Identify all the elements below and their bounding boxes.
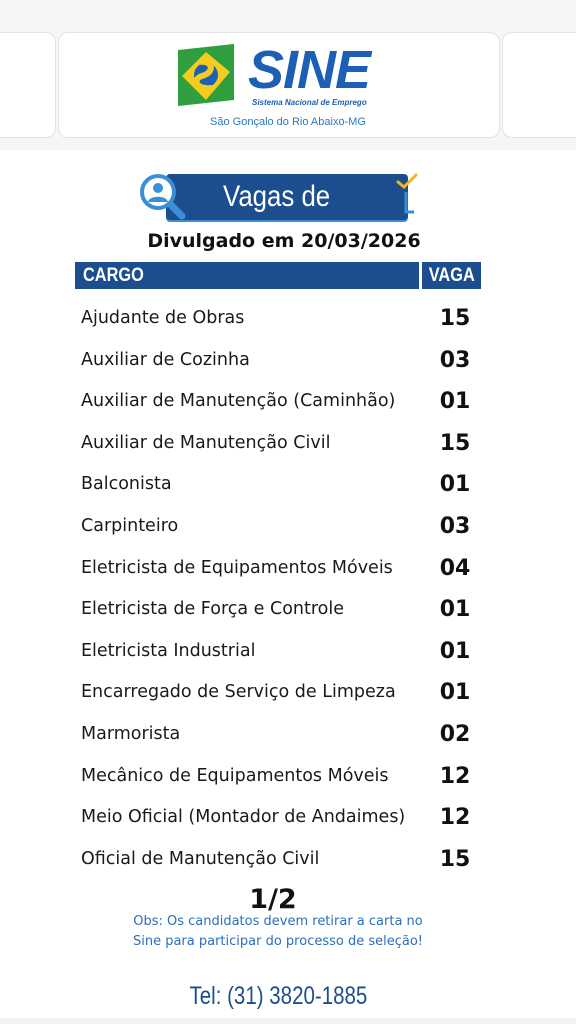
job-title: Ajudante de Obras — [81, 308, 245, 328]
observation-line-1: Obs: Os candidatos devem retirar a carta… — [133, 914, 423, 929]
bottom-divider — [0, 1018, 576, 1024]
job-openings: 15 — [439, 306, 471, 331]
column-header-vaga: VAGA — [422, 262, 481, 289]
job-openings: 01 — [439, 597, 471, 623]
job-title: Eletricista de Força e Controle — [81, 599, 345, 620]
table-row: Oficial de Manutenção Civil 15 — [0, 841, 576, 883]
carousel-card-current[interactable] — [58, 32, 500, 138]
table-row: Eletricista de Equipamentos Móveis 04 — [0, 550, 576, 592]
banner-title: Vagas de trabalho — [223, 180, 331, 255]
page-indicator: 1/2 — [249, 884, 297, 915]
published-date: Divulgado em 20/03/2026 — [147, 230, 421, 252]
table-row: Ajudante de Obras 15 — [0, 300, 576, 342]
table-row: Meio Oficial (Montador de Andaimes) 12 — [0, 799, 576, 841]
job-title: Auxiliar de Manutenção Civil — [81, 432, 331, 453]
job-title: Carpinteiro — [81, 515, 179, 536]
jobs-banner — [166, 174, 408, 220]
table-row: Encarregado de Serviço de Limpeza 01 — [0, 674, 576, 716]
job-title: Marmorista — [81, 723, 181, 744]
logo-subtitle: Sistema Nacional de Emprego — [252, 98, 367, 107]
job-openings: 03 — [439, 347, 471, 373]
job-openings: 12 — [439, 805, 471, 831]
job-openings: 01 — [439, 389, 471, 415]
job-title: Encarregado de Serviço de Limpeza — [81, 682, 396, 703]
brazil-flag-logo-icon — [178, 44, 234, 106]
contact-phone[interactable]: Tel: (31) 3820-1885 — [189, 982, 367, 1010]
table-row: Eletricista de Força e Controle 01 — [0, 591, 576, 633]
job-openings: 01 — [439, 680, 471, 706]
job-title: Oficial de Manutenção Civil — [81, 848, 320, 869]
job-openings: 01 — [439, 638, 471, 664]
carousel-card-previous[interactable] — [0, 32, 56, 138]
checkmark-icon — [396, 173, 418, 190]
job-title: Eletricista Industrial — [81, 640, 256, 661]
job-openings: 12 — [439, 763, 471, 789]
job-title: Auxiliar de Cozinha — [81, 349, 250, 370]
carousel-card-next[interactable] — [502, 32, 576, 138]
job-title: Meio Oficial (Montador de Andaimes) — [81, 807, 406, 828]
observation-note: Obs: Os candidatos devem retirar a carta… — [100, 912, 456, 952]
table-row: Carpinteiro 03 — [0, 508, 576, 550]
job-title: Mecânico de Equipamentos Móveis — [81, 765, 389, 786]
job-openings: 03 — [439, 513, 471, 539]
table-row: Mecânico de Equipamentos Móveis 12 — [0, 758, 576, 800]
jobs-table: Ajudante de Obras 15 Auxiliar de Cozinha 0… — [0, 300, 576, 882]
table-row: Balconista 01 — [0, 466, 576, 508]
logo-city: São Gonçalo do Rio Abaixo-MG — [210, 116, 366, 128]
column-header-cargo: CARGO — [75, 262, 419, 289]
job-title: Eletricista de Equipamentos Móveis — [81, 557, 393, 578]
table-row: Eletricista Industrial 01 — [0, 633, 576, 675]
job-openings: 15 — [439, 430, 471, 456]
job-openings: 15 — [439, 846, 471, 872]
logo-wordmark: SINE — [248, 40, 371, 100]
table-row: Auxiliar de Manutenção Civil 15 — [0, 425, 576, 467]
banner-corner-decoration — [404, 192, 414, 214]
job-openings: 04 — [439, 555, 471, 581]
job-title: Auxiliar de Manutenção (Caminhão) — [81, 391, 396, 412]
job-title: Balconista — [81, 474, 172, 495]
observation-line-2: Sine para participar do processo de sele… — [132, 934, 424, 949]
job-openings: 02 — [439, 721, 471, 747]
job-openings: 01 — [439, 472, 471, 498]
table-row: Auxiliar de Cozinha 03 — [0, 342, 576, 384]
table-row: Auxiliar de Manutenção (Caminhão) 01 — [0, 383, 576, 425]
magnifier-person-icon — [140, 174, 186, 220]
table-row: Marmorista 02 — [0, 716, 576, 758]
